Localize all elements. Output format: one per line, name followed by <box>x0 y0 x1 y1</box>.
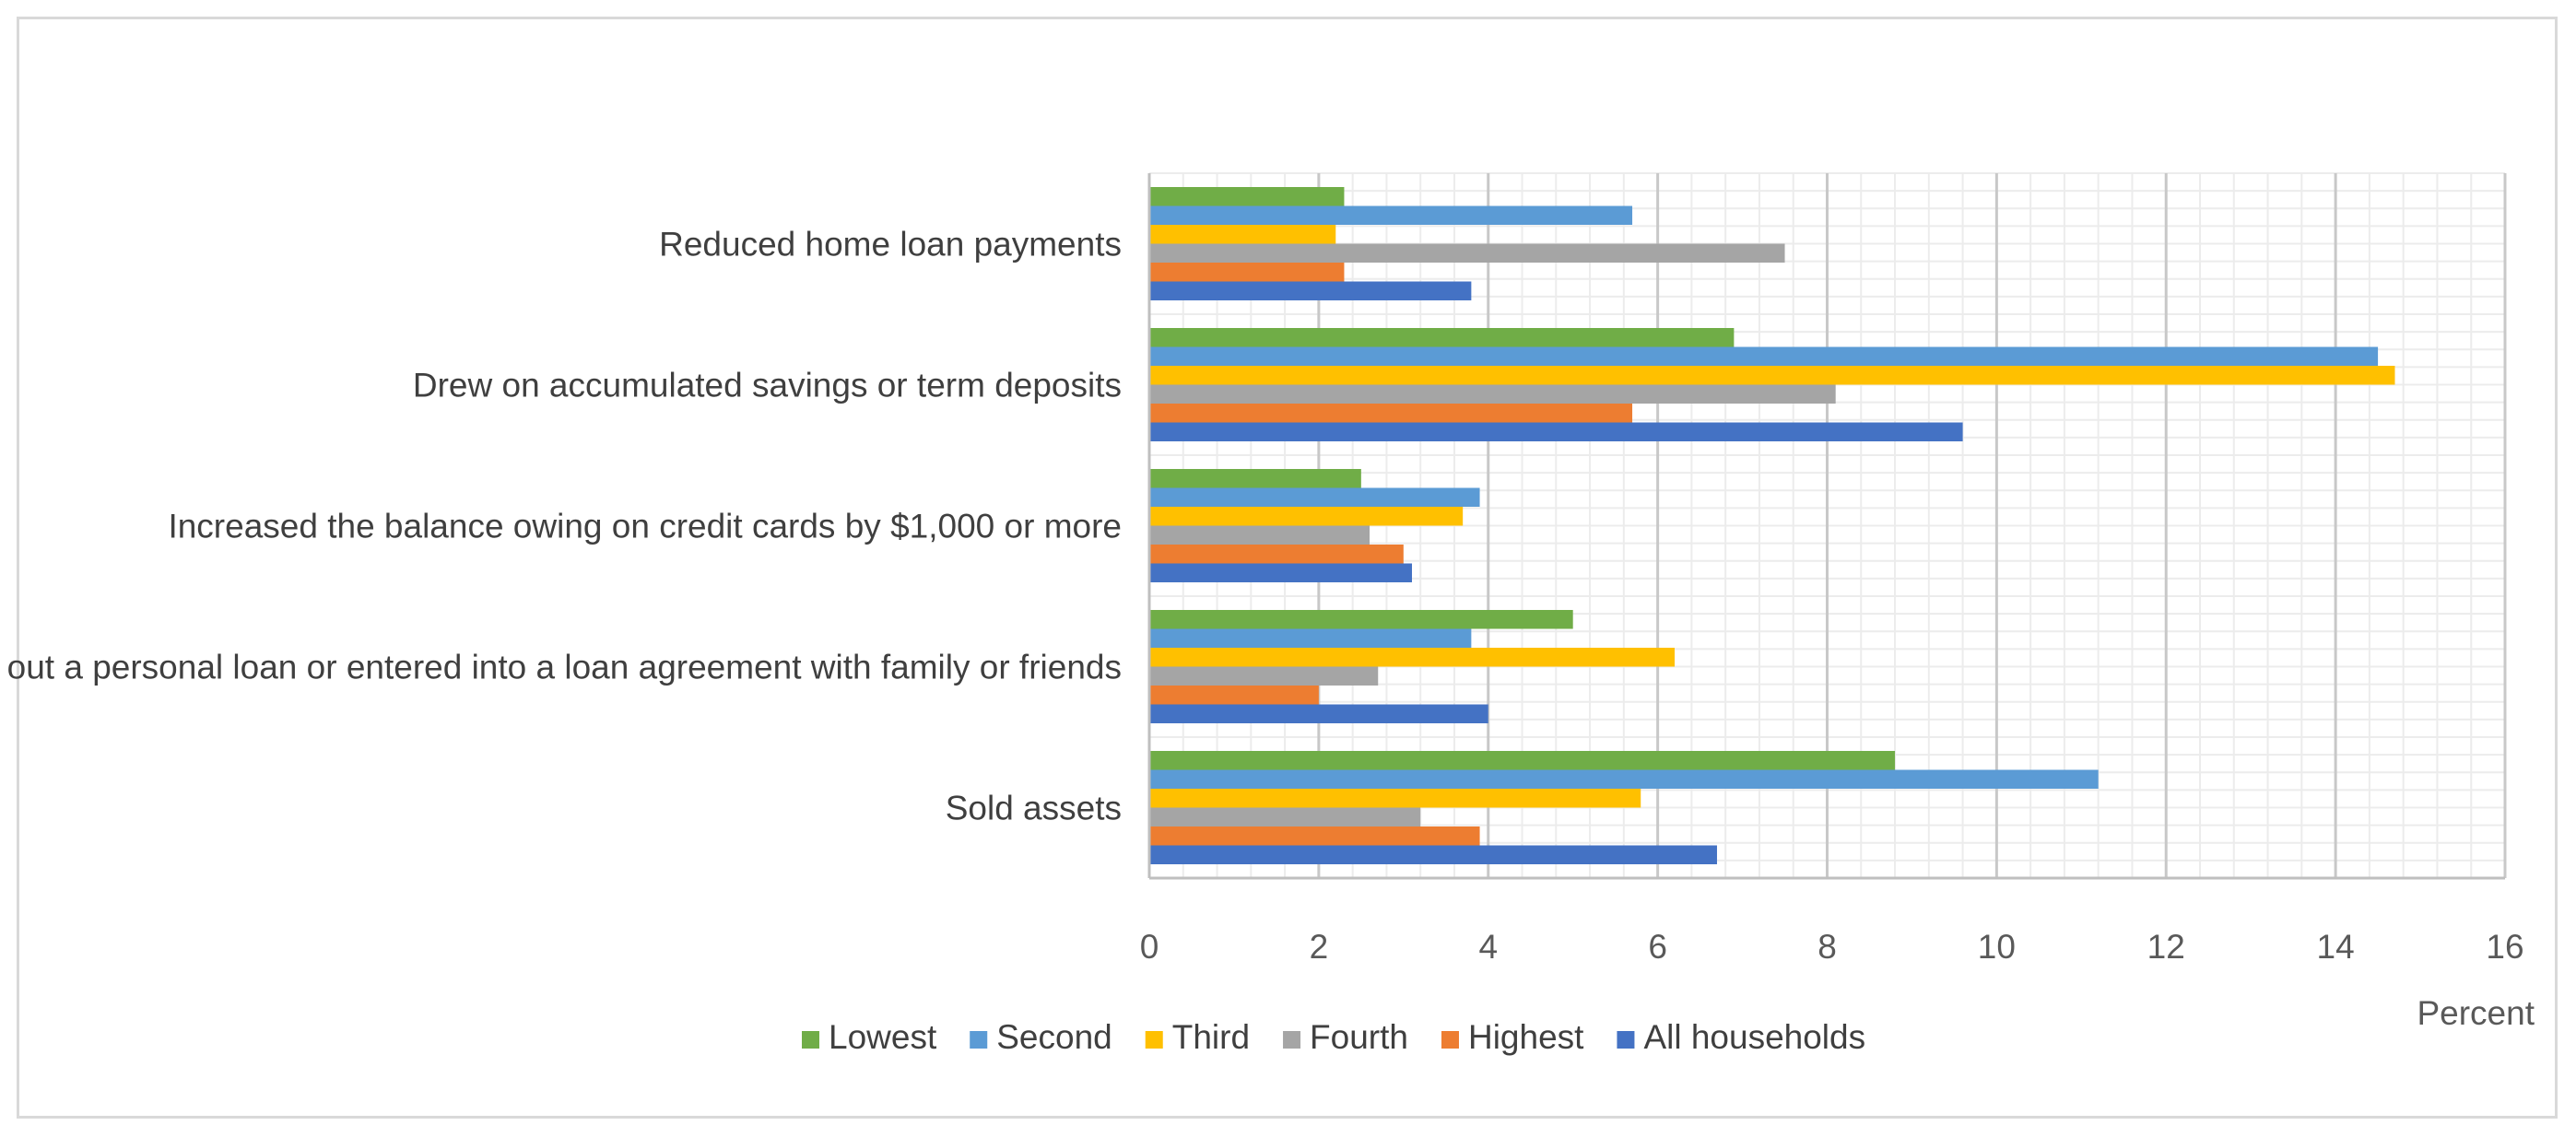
x-tick-label: 8 <box>1817 928 1837 966</box>
bar-fourth-cat1 <box>1149 384 1836 404</box>
bar-all-households-cat3 <box>1149 704 1488 723</box>
axes-layer <box>1147 173 2505 880</box>
x-tick-label: 0 <box>1140 928 1159 966</box>
bar-all-households-cat0 <box>1149 281 1472 300</box>
bar-third-cat3 <box>1149 648 1676 667</box>
bar-highest-cat3 <box>1149 686 1319 705</box>
legend-label: Lowest <box>829 1018 937 1056</box>
bar-fourth-cat2 <box>1149 525 1370 545</box>
legend-item-lowest: Lowest <box>802 1018 937 1056</box>
bar-lowest-cat1 <box>1149 328 1735 347</box>
bar-lowest-cat3 <box>1149 610 1573 629</box>
bar-third-cat4 <box>1149 789 1641 808</box>
legend-item-fourth: Fourth <box>1283 1018 1408 1056</box>
legend-label: All households <box>1643 1018 1865 1056</box>
category-label: Took out a personal loan or entered into… <box>0 649 1122 686</box>
x-tick-labels: 0 2 4 6 8 10 12 14 16 <box>1140 928 2524 966</box>
legend-swatch <box>1617 1031 1635 1049</box>
category-label: Sold assets <box>946 790 1122 827</box>
legend-swatch <box>1145 1031 1163 1049</box>
bar-all-households-cat4 <box>1149 845 1717 864</box>
bar-highest-cat2 <box>1149 545 1404 564</box>
legend-label: Fourth <box>1310 1018 1408 1056</box>
category-label: Reduced home loan payments <box>659 226 1122 264</box>
x-tick-label: 6 <box>1648 928 1667 966</box>
legend-label: Highest <box>1468 1018 1584 1056</box>
bar-fourth-cat3 <box>1149 666 1379 686</box>
bar-all-households-cat2 <box>1149 563 1413 582</box>
legend-swatch <box>1441 1031 1459 1049</box>
bar-all-households-cat1 <box>1149 422 1963 441</box>
legend-swatch <box>970 1031 988 1049</box>
x-tick-label: 4 <box>1478 928 1498 966</box>
category-label: Increased the balance owing on credit ca… <box>168 508 1122 545</box>
category-labels: Reduced home loan payments Drew on accumu… <box>0 226 1122 827</box>
bar-second-cat0 <box>1149 205 1633 225</box>
legend-item-third: Third <box>1145 1018 1250 1056</box>
legend-swatch <box>1283 1031 1301 1049</box>
bar-third-cat1 <box>1149 366 2395 385</box>
bars-layer <box>1149 187 2395 864</box>
legend-label: Third <box>1172 1018 1250 1056</box>
bar-lowest-cat4 <box>1149 751 1896 770</box>
x-tick-label: 2 <box>1310 928 1329 966</box>
bar-third-cat2 <box>1149 507 1464 526</box>
legend-item-highest: Highest <box>1441 1018 1584 1056</box>
category-label: Drew on accumulated savings or term depo… <box>413 367 1122 404</box>
x-tick-label: 12 <box>2147 928 2185 966</box>
bar-lowest-cat2 <box>1149 469 1361 488</box>
bar-second-cat4 <box>1149 769 2099 789</box>
bar-second-cat3 <box>1149 628 1472 648</box>
bar-third-cat0 <box>1149 225 1336 244</box>
legend-label: Second <box>996 1018 1112 1056</box>
x-tick-label: 16 <box>2486 928 2523 966</box>
legend-item-all-households: All households <box>1617 1018 1865 1056</box>
bar-highest-cat1 <box>1149 404 1633 423</box>
bar-highest-cat0 <box>1149 263 1345 282</box>
x-tick-label: 10 <box>1978 928 2016 966</box>
bar-second-cat1 <box>1149 346 2379 366</box>
legend: Lowest Second Third Fourth Highest All househ… <box>802 1018 1865 1056</box>
bar-lowest-cat0 <box>1149 187 1345 206</box>
x-tick-label: 14 <box>2317 928 2355 966</box>
legend-swatch <box>802 1031 819 1049</box>
legend-item-second: Second <box>970 1018 1112 1056</box>
bar-highest-cat4 <box>1149 826 1480 846</box>
bar-fourth-cat4 <box>1149 807 1421 826</box>
bar-fourth-cat0 <box>1149 243 1785 263</box>
x-axis-title: Percent <box>2417 994 2535 1032</box>
bar-second-cat2 <box>1149 487 1480 507</box>
